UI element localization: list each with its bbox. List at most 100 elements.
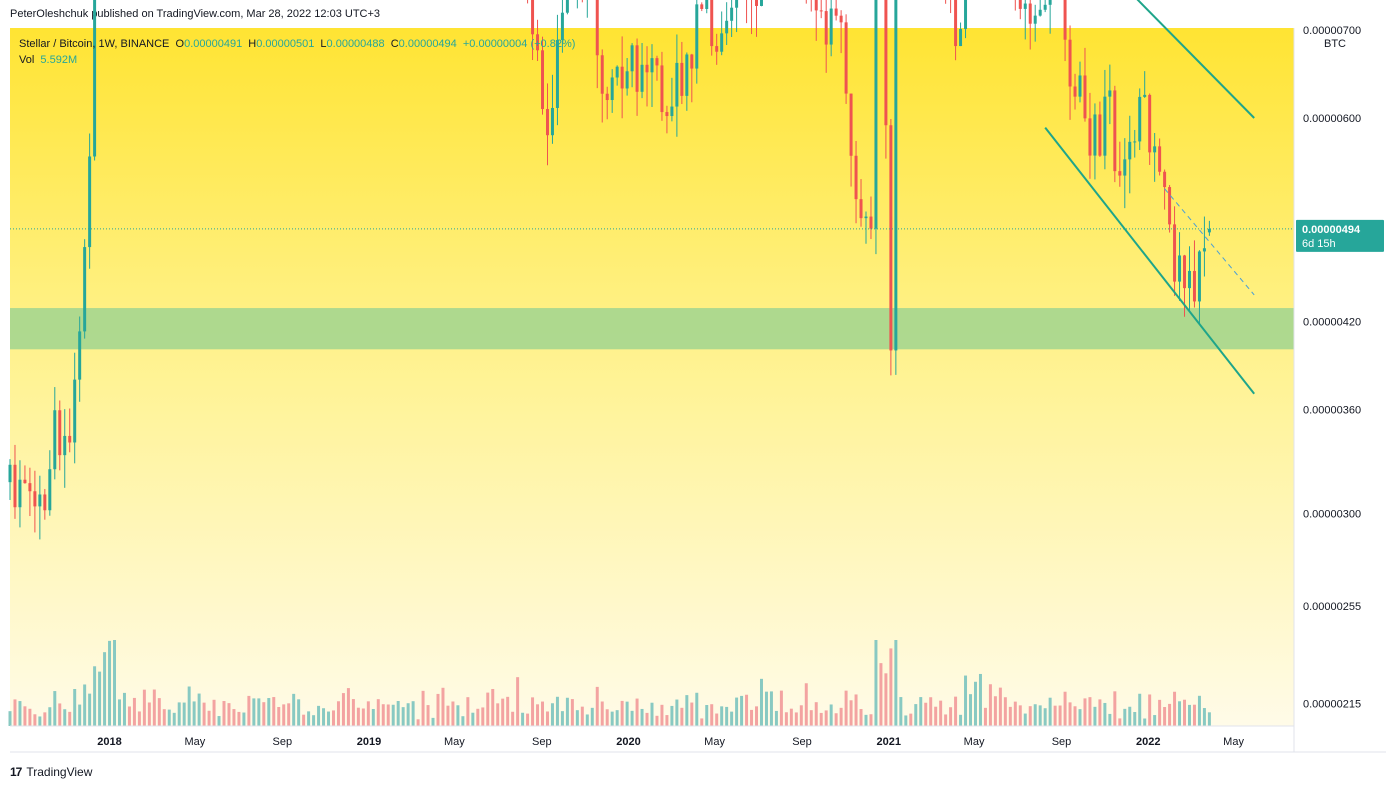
volume-bar <box>774 710 778 726</box>
volume-bar <box>217 716 221 726</box>
candle-body <box>565 0 569 13</box>
volume-bar <box>1008 706 1012 726</box>
candle-body <box>1098 114 1102 156</box>
legend-low-label: L <box>320 38 327 50</box>
volume-bar <box>809 710 813 726</box>
volume-bar <box>242 712 246 726</box>
volume-bar <box>983 707 987 726</box>
volume-bar <box>1128 706 1132 726</box>
volume-bar <box>481 707 485 726</box>
candle-body <box>1023 3 1027 9</box>
candle-body <box>874 0 878 229</box>
legend-volume-value: 5.592M <box>40 54 78 66</box>
volume-bar <box>959 714 963 726</box>
volume-bar <box>735 697 739 726</box>
volume-bar <box>1033 704 1037 726</box>
candle-body <box>1163 171 1167 188</box>
chart-background <box>10 28 1294 726</box>
volume-bar <box>122 692 126 726</box>
volume-bar <box>755 706 759 726</box>
volume-bar <box>819 712 823 726</box>
volume-bar <box>197 693 201 726</box>
volume-bar <box>695 692 699 726</box>
price-tick-label: 0.00000215 <box>1303 699 1361 711</box>
candle-body <box>1033 15 1037 24</box>
price-axis-unit: BTC <box>1324 38 1346 50</box>
volume-bar <box>949 707 953 726</box>
volume-bar <box>167 709 171 726</box>
volume-bar <box>1073 706 1077 726</box>
candle-body <box>635 45 639 92</box>
candle-body <box>650 58 654 73</box>
volume-bar <box>789 708 793 726</box>
price-tick-label: 0.00000360 <box>1303 404 1361 416</box>
volume-bar <box>934 706 938 726</box>
volume-bar <box>919 697 923 726</box>
candle-body <box>844 22 848 94</box>
candle-body <box>1078 75 1082 97</box>
volume-bar <box>580 706 584 726</box>
volume-bar <box>560 711 564 726</box>
tradingview-footer[interactable]: 17 TradingView <box>10 765 92 779</box>
volume-bar <box>1133 711 1137 726</box>
tradingview-logo-icon: 17 <box>10 765 22 779</box>
volume-bar <box>715 713 719 726</box>
candle-body <box>541 50 545 110</box>
volume-bar <box>874 640 878 726</box>
candle-body <box>48 469 52 511</box>
price-axis[interactable]: 0.000070000.000060000.000050000.00004000… <box>1303 0 1361 711</box>
volume-bar <box>685 695 689 726</box>
volume-bar <box>914 704 918 726</box>
volume-bar <box>23 706 27 726</box>
candle-body <box>595 0 599 56</box>
volume-bar <box>1183 699 1187 726</box>
candle-body <box>1068 39 1072 87</box>
volume-bar <box>904 715 908 726</box>
candle-body <box>1148 94 1152 153</box>
volume-bar <box>615 710 619 726</box>
volume-bar <box>944 714 948 726</box>
symbol-legend: Stellar / Bitcoin, 1W, BINANCE O0.000004… <box>19 36 578 68</box>
candle-body <box>645 64 649 73</box>
volume-bar <box>550 703 554 726</box>
volume-bar <box>38 716 42 726</box>
volume-bar <box>620 700 624 726</box>
volume-bar <box>1088 697 1092 726</box>
volume-bar <box>1093 706 1097 726</box>
volume-bar <box>117 699 121 726</box>
volume-bar <box>416 719 420 726</box>
volume-bar <box>993 696 997 726</box>
volume-bar <box>670 705 674 726</box>
volume-bar <box>491 688 495 726</box>
volume-bar <box>854 694 858 726</box>
volume-bar <box>262 702 266 726</box>
volume-bar <box>675 699 679 726</box>
volume-bar <box>570 699 574 726</box>
candle-body <box>1143 94 1147 97</box>
channel-lower-line <box>1044 126 1255 395</box>
volume-bar <box>1123 708 1127 726</box>
volume-bar <box>779 690 783 726</box>
candle-body <box>829 8 833 45</box>
candle-body <box>1183 255 1187 289</box>
volume-bar <box>327 711 331 726</box>
price-tick-label: 0.00000255 <box>1303 601 1361 613</box>
volume-bar <box>78 704 82 726</box>
volume-bar <box>307 711 311 726</box>
volume-bar <box>322 708 326 726</box>
volume-bar <box>346 688 350 726</box>
volume-bar <box>849 700 853 726</box>
candle-body <box>1178 255 1182 282</box>
time-axis[interactable]: 2018 May Sep 2019 May Sep 2020 May Sep 2021 May Sep… <box>97 736 1244 748</box>
candle-body <box>620 66 624 89</box>
candle-countdown-label: 6d 15h <box>1302 238 1336 250</box>
candle-body <box>715 46 719 52</box>
candle-body <box>560 12 564 40</box>
volume-bar <box>127 706 131 726</box>
candle-body <box>1113 90 1117 172</box>
candle-body <box>1073 86 1077 97</box>
volume-bar <box>794 712 798 726</box>
candle-body <box>869 216 873 229</box>
volume-bar <box>978 673 982 726</box>
